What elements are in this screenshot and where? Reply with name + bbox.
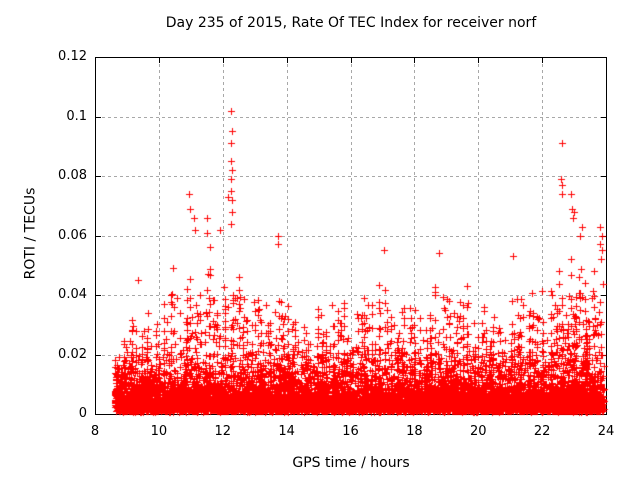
x-tick-label: 22 [533, 424, 551, 439]
y-tick-label: 0.02 [58, 346, 87, 362]
x-axis-title: GPS time / hours [292, 455, 410, 471]
x-tick-label: 14 [278, 424, 295, 439]
x-tick-label: 18 [406, 424, 423, 439]
y-tick-label: 0.06 [58, 227, 87, 243]
x-tick-label: 24 [597, 424, 615, 439]
x-tick-label: 12 [214, 424, 232, 439]
x-tick-label: 20 [469, 424, 487, 439]
x-tick-label: 16 [342, 424, 359, 439]
y-tick-label: 0.04 [58, 287, 87, 302]
x-tick-label: 8 [90, 424, 100, 439]
x-tick-label: 10 [150, 424, 168, 439]
y-tick-label: 0.1 [66, 108, 87, 124]
y-tick-label: 0 [78, 406, 87, 421]
y-axis-title: ROTI / TECUs [22, 187, 39, 280]
y-tick-label: 0.08 [58, 168, 87, 183]
y-tick-label: 0.12 [58, 49, 87, 64]
